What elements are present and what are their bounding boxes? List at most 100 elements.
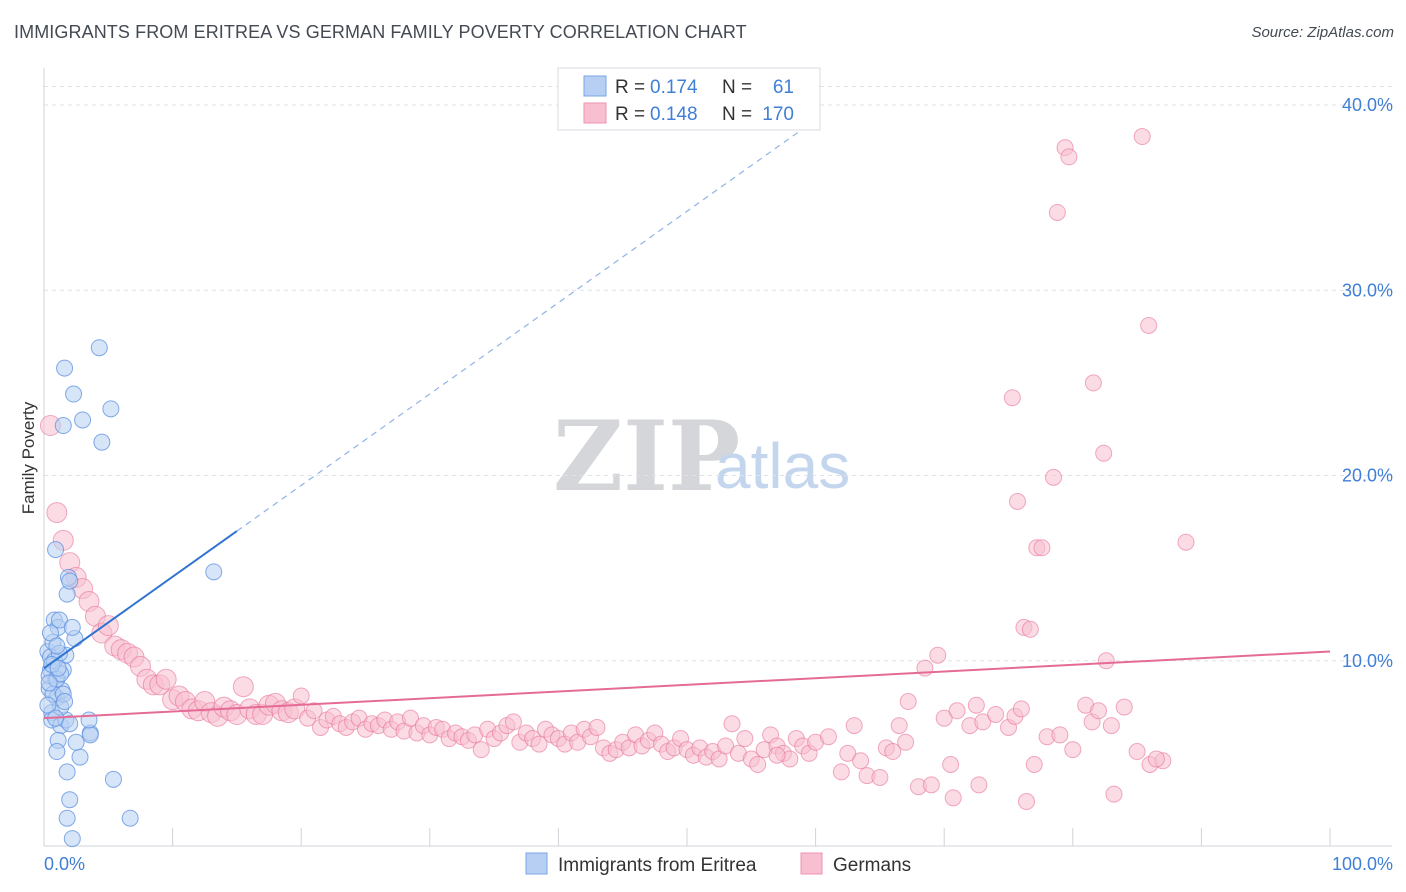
eritrea-point bbox=[67, 733, 85, 751]
y-tick-label: 10.0% bbox=[1342, 651, 1393, 671]
eritrea-point bbox=[65, 385, 83, 403]
series-eritrea bbox=[39, 339, 223, 848]
bottom-legend-label-germans: Germans bbox=[833, 855, 911, 876]
eritrea-point bbox=[58, 809, 76, 827]
eritrea-point bbox=[74, 411, 92, 429]
germans-point bbox=[1003, 389, 1021, 407]
germans-point bbox=[970, 776, 988, 794]
germans-point bbox=[1025, 755, 1043, 773]
germans-point bbox=[1084, 374, 1102, 392]
eritrea-point bbox=[56, 693, 74, 711]
bottom-legend-swatch-eritrea bbox=[525, 852, 548, 875]
germans-point bbox=[1012, 700, 1030, 718]
eritrea-point bbox=[40, 674, 58, 692]
germans-point bbox=[588, 718, 606, 736]
germans-point bbox=[768, 746, 786, 764]
germans-point bbox=[1060, 148, 1078, 166]
legend-r-label-1: R = bbox=[615, 77, 645, 98]
germans-point bbox=[749, 755, 767, 773]
germans-point bbox=[46, 502, 68, 524]
bottom-legend-swatch-germans bbox=[800, 852, 823, 875]
germans-point bbox=[1051, 726, 1069, 744]
germans-point bbox=[1033, 539, 1051, 557]
legend-n-label-2: N = bbox=[722, 104, 752, 125]
eritrea-point bbox=[93, 433, 111, 451]
germans-point bbox=[922, 776, 940, 794]
germans-point bbox=[839, 744, 857, 762]
germans-point bbox=[1048, 203, 1066, 221]
legend-r-value-1: 0.174 bbox=[650, 77, 698, 98]
legend: R = 0.174 N = 61 R = 0.148 N = 170 bbox=[557, 67, 821, 131]
germans-point bbox=[871, 768, 889, 786]
y-axis-label: Family Poverty bbox=[19, 401, 38, 514]
eritrea-point bbox=[63, 618, 81, 636]
trend-line-eritrea bbox=[43, 530, 238, 669]
eritrea-point bbox=[81, 726, 99, 744]
germans-point bbox=[717, 737, 735, 755]
eritrea-point bbox=[104, 770, 122, 788]
trend-lines bbox=[43, 119, 1331, 720]
germans-point bbox=[948, 702, 966, 720]
germans-point bbox=[232, 676, 254, 698]
germans-point bbox=[832, 763, 850, 781]
germans-point bbox=[472, 741, 490, 759]
eritrea-point bbox=[102, 400, 120, 418]
germans-point bbox=[987, 705, 1005, 723]
germans-point bbox=[897, 733, 915, 751]
germans-point bbox=[1045, 468, 1063, 486]
germans-point bbox=[967, 696, 985, 714]
eritrea-point bbox=[61, 572, 79, 590]
legend-swatch-germans bbox=[583, 102, 607, 124]
eritrea-point bbox=[63, 830, 81, 848]
eritrea-point bbox=[205, 563, 223, 581]
germans-point bbox=[1009, 492, 1027, 510]
eritrea-point bbox=[54, 417, 72, 435]
germans-point bbox=[402, 709, 420, 727]
eritrea-point bbox=[50, 611, 68, 629]
eritrea-point bbox=[56, 359, 74, 377]
germans-point bbox=[1177, 533, 1195, 551]
eritrea-point bbox=[58, 763, 76, 781]
legend-swatch-eritrea bbox=[583, 75, 607, 97]
eritrea-point bbox=[48, 637, 66, 655]
germans-point bbox=[974, 713, 992, 731]
germans-point bbox=[890, 717, 908, 735]
y-tick-label: 30.0% bbox=[1342, 280, 1393, 300]
germans-point bbox=[736, 730, 754, 748]
germans-point bbox=[1021, 620, 1039, 638]
germans-point bbox=[845, 717, 863, 735]
watermark: ZIP atlas bbox=[553, 400, 850, 513]
trend-line-eritrea-extension bbox=[236, 119, 816, 532]
germans-point bbox=[97, 615, 119, 637]
germans-point bbox=[155, 668, 177, 690]
source-label: Source: ZipAtlas.com bbox=[1251, 24, 1394, 41]
germans-point bbox=[292, 687, 310, 705]
germans-point bbox=[504, 713, 522, 731]
eritrea-point bbox=[61, 791, 79, 809]
germans-point bbox=[1018, 793, 1036, 811]
bottom-legend-label-eritrea: Immigrants from Eritrea bbox=[558, 855, 757, 876]
bottom-legend: Immigrants from Eritrea Germans bbox=[525, 852, 911, 876]
y-tick-label: 40.0% bbox=[1342, 95, 1393, 115]
eritrea-point bbox=[121, 809, 139, 827]
watermark-atlas: atlas bbox=[715, 430, 850, 502]
eritrea-point bbox=[47, 541, 65, 559]
germans-point bbox=[929, 646, 947, 664]
germans-point bbox=[1147, 750, 1165, 768]
y-tick-labels: 10.0% 20.0% 30.0% 40.0% bbox=[1342, 95, 1393, 671]
eritrea-point bbox=[48, 743, 66, 761]
eritrea-point bbox=[49, 659, 67, 677]
series-germans bbox=[39, 128, 1195, 811]
germans-point bbox=[1128, 743, 1146, 761]
eritrea-point bbox=[71, 748, 89, 766]
eritrea-point bbox=[39, 696, 57, 714]
germans-point bbox=[723, 715, 741, 733]
germans-point bbox=[942, 755, 960, 773]
germans-point bbox=[1095, 444, 1113, 462]
y-tick-label: 20.0% bbox=[1342, 466, 1393, 486]
germans-point bbox=[1097, 652, 1115, 670]
x-axis-ticks bbox=[172, 828, 1331, 846]
germans-point bbox=[530, 735, 548, 753]
watermark-zip: ZIP bbox=[553, 400, 740, 513]
